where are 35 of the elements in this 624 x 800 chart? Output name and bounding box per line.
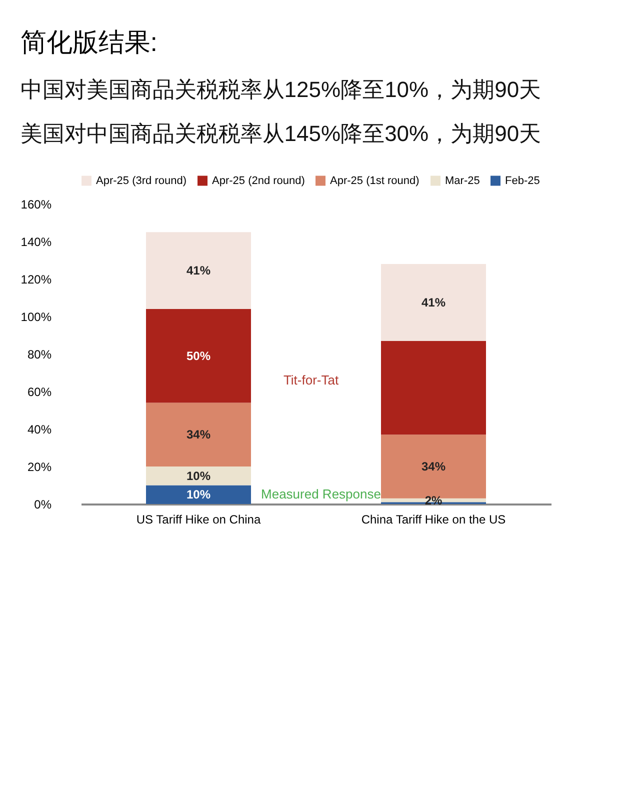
bar (146, 309, 251, 403)
legend-label: Apr-25 (1st round) (330, 174, 420, 187)
y-tick-label: 120% (20, 272, 52, 286)
y-tick-label: 100% (20, 310, 52, 324)
bar (381, 340, 486, 435)
bar (146, 232, 251, 309)
x-tick-label: China Tariff Hike on the US (361, 512, 506, 526)
y-tick-label: 60% (27, 385, 52, 399)
chart-title: 简化版结果: (20, 27, 158, 57)
bar (146, 466, 251, 486)
text: 美国对中国商品关税税率从145%降至30%，为期90天 (20, 121, 542, 146)
y-tick-label: 20% (27, 460, 52, 474)
legend-label: Apr-25 (2nd round) (212, 174, 305, 187)
data-label: 10% (186, 488, 211, 502)
legend-label: Mar-25 (445, 174, 480, 187)
y-tick-label: 80% (27, 348, 52, 362)
y-tick-label: 0% (34, 498, 52, 512)
text: 中国对美国商品关税税率从125%降至10%，为期90天 (20, 77, 542, 102)
annotation: Measured Response (261, 486, 381, 502)
y-tick-label: 160% (20, 198, 52, 212)
y-tick-label: 140% (20, 235, 52, 249)
data-label: 50% (186, 348, 211, 363)
bar (381, 264, 486, 341)
legend-label: Feb-25 (505, 174, 540, 187)
bar (146, 485, 251, 504)
legend-label: Apr-25 (3rd round) (96, 174, 186, 187)
data-label: 34% (421, 460, 446, 474)
y-tick-label: 40% (27, 422, 52, 436)
data-label: 41% (186, 264, 211, 278)
data-label: 41% (421, 295, 446, 310)
data-label: 10% (186, 468, 211, 483)
bar (146, 402, 251, 466)
annotation: Tit-for-Tat (283, 372, 339, 388)
data-label: 34% (186, 428, 211, 442)
x-tick-label: US Tariff Hike on China (136, 512, 261, 526)
